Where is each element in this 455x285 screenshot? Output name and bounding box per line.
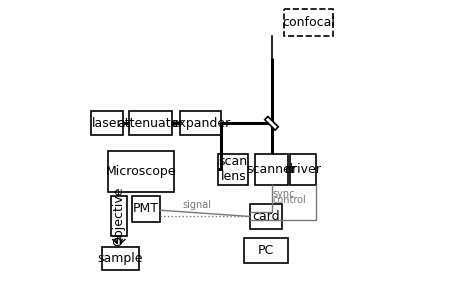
Bar <box>218 154 248 185</box>
Bar <box>132 196 160 222</box>
Bar <box>290 154 316 185</box>
Bar <box>102 247 139 270</box>
Text: confocal: confocal <box>282 16 335 29</box>
Bar <box>107 151 174 192</box>
Bar <box>244 238 288 263</box>
Text: control: control <box>273 195 306 205</box>
Bar <box>284 9 334 36</box>
Text: PC: PC <box>258 244 274 257</box>
Text: scan
lens: scan lens <box>219 155 248 183</box>
Bar <box>129 111 172 135</box>
Text: sync: sync <box>273 189 295 199</box>
Bar <box>91 111 122 135</box>
Polygon shape <box>265 117 278 130</box>
Text: signal: signal <box>182 200 211 210</box>
Text: PMT: PMT <box>133 202 159 215</box>
Bar <box>249 204 282 229</box>
Text: expander: expander <box>171 117 230 130</box>
Text: card: card <box>252 210 279 223</box>
Bar <box>111 196 127 237</box>
Text: attenuator: attenuator <box>117 117 184 130</box>
Text: driver: driver <box>285 163 322 176</box>
Text: sample: sample <box>97 252 143 265</box>
Text: laser: laser <box>91 117 122 130</box>
Bar <box>255 154 288 185</box>
Text: Objective: Objective <box>112 186 126 246</box>
Text: scanner: scanner <box>247 163 297 176</box>
Bar <box>180 111 221 135</box>
Text: Microscope: Microscope <box>106 165 176 178</box>
